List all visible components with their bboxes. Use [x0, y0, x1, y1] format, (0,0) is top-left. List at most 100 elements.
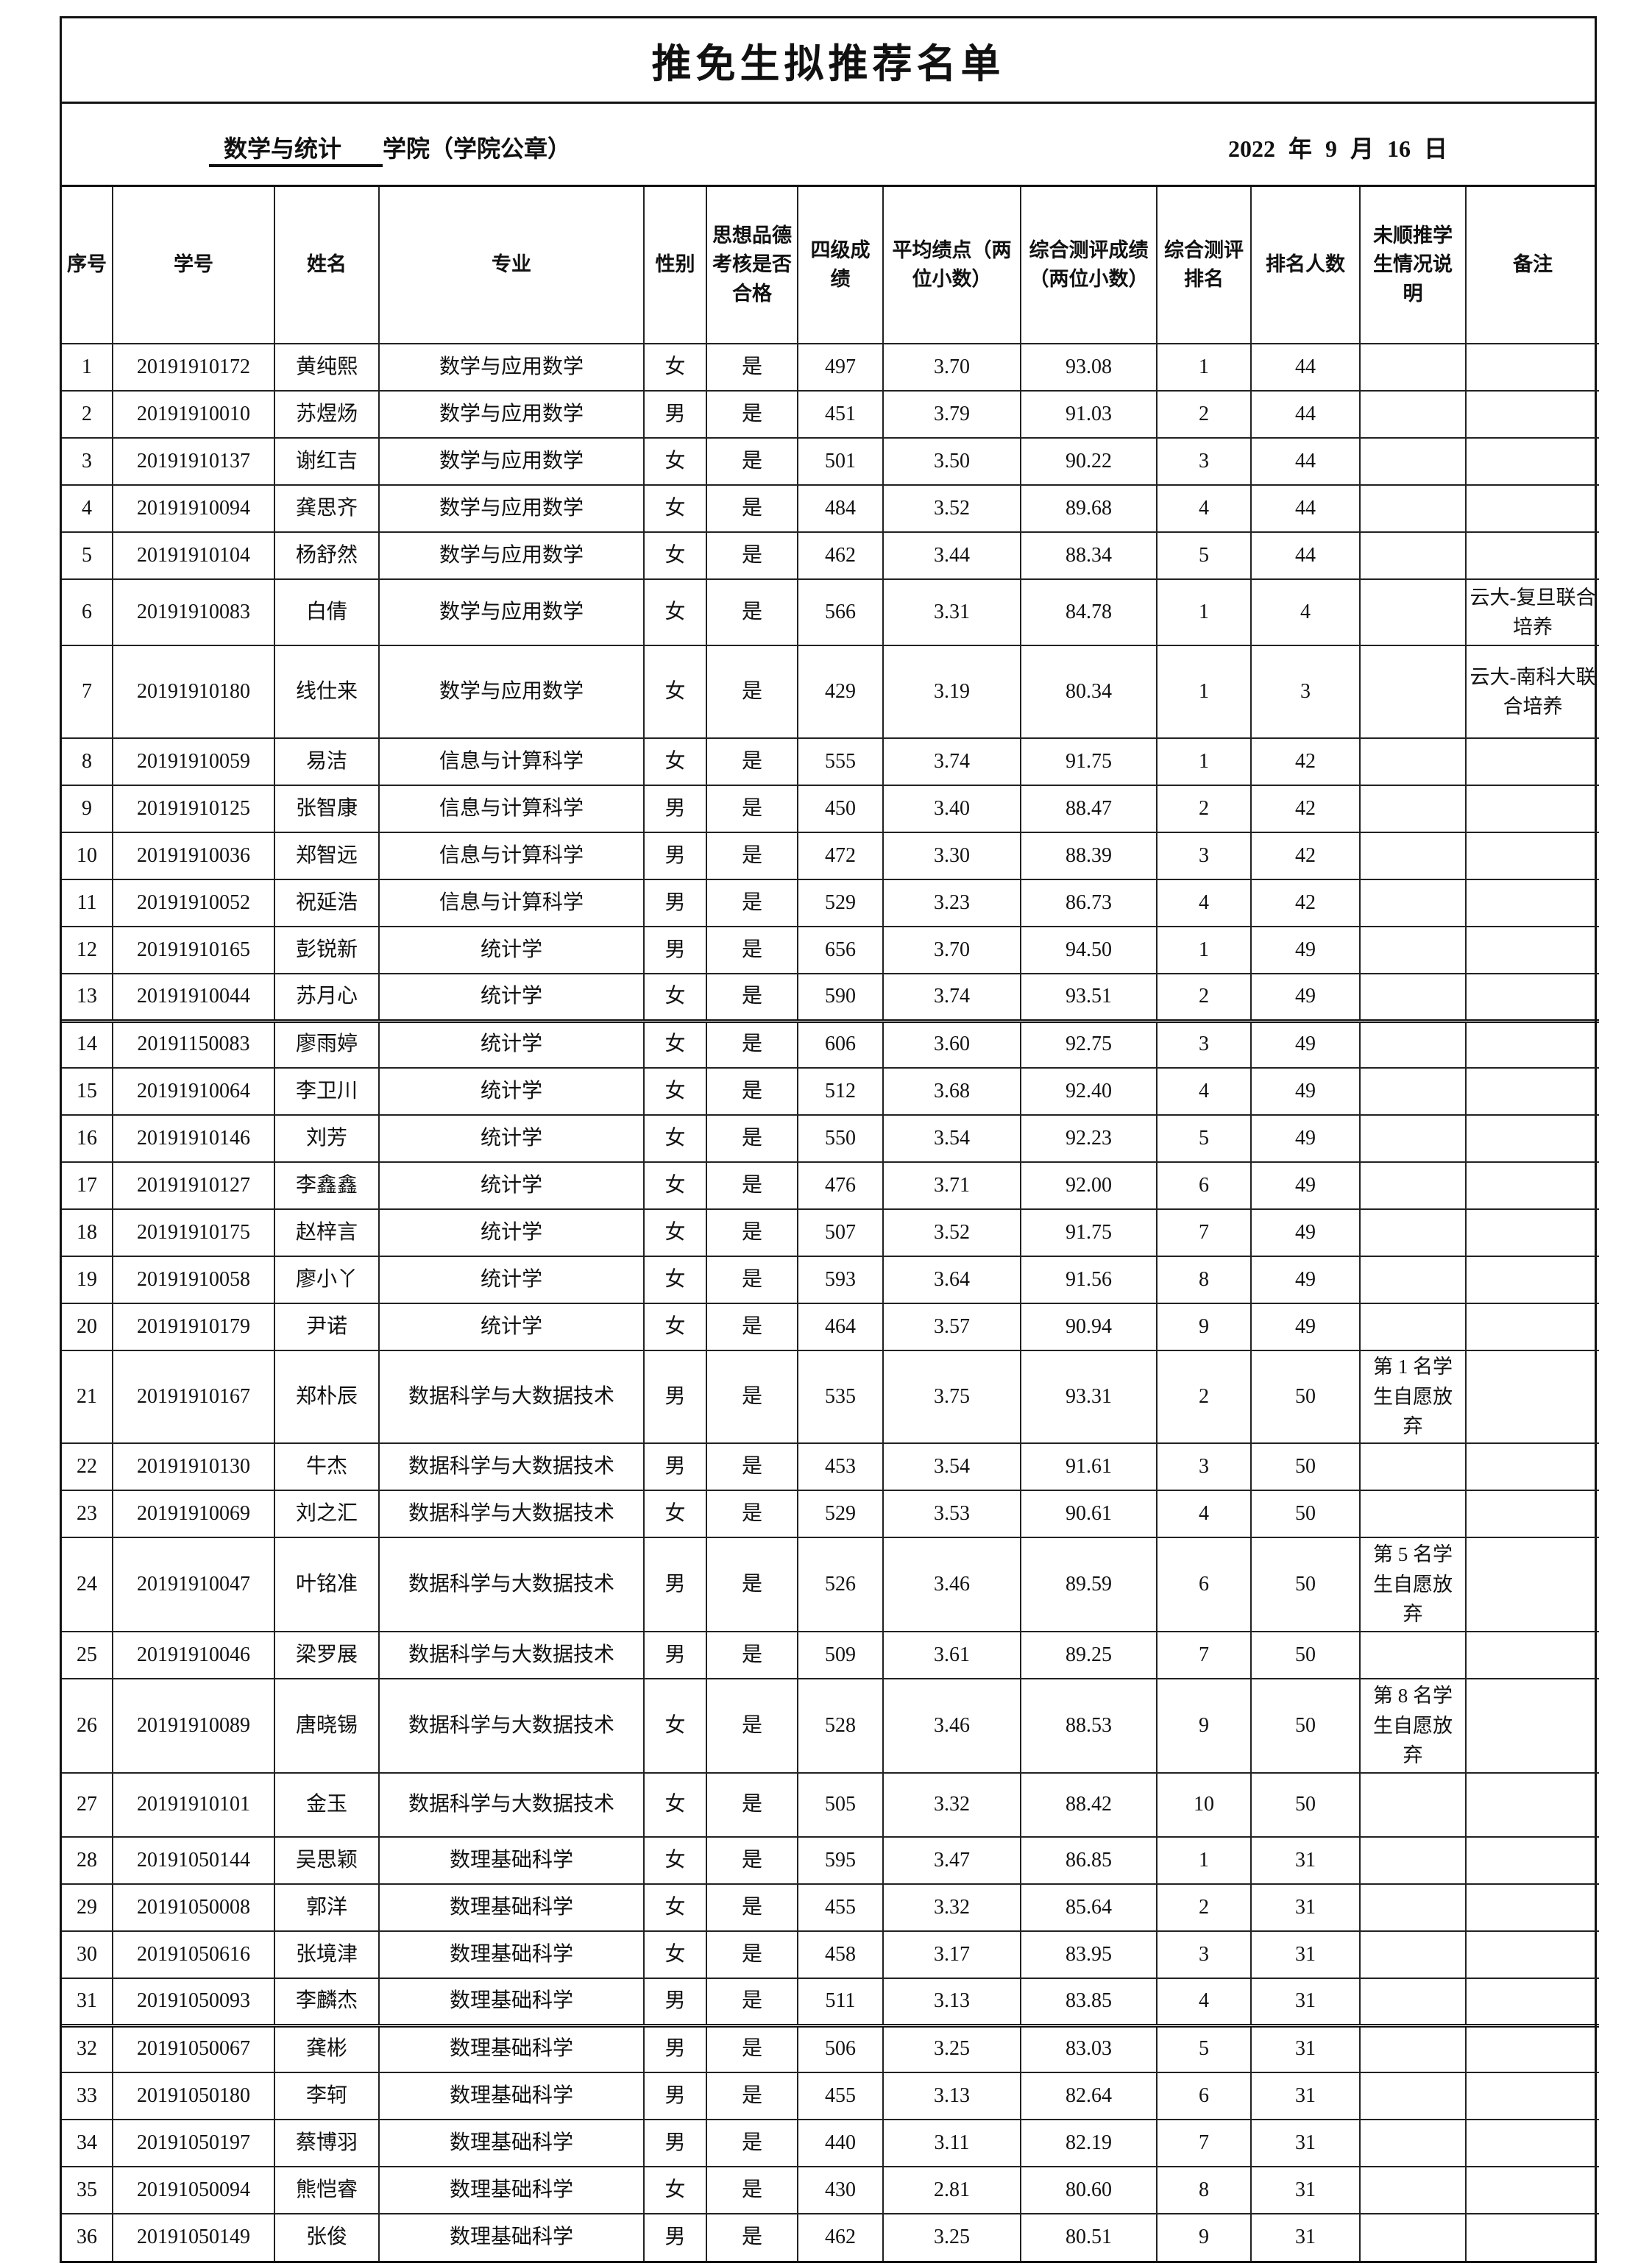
cell-composite-rank: 5 [1156, 531, 1252, 580]
table-row: 31 20191050093 李麟杰 数理基础科学男是 511 3.13 83.85 4 31 [62, 1978, 1599, 2028]
cell-rank-total: 49 [1250, 1161, 1361, 1210]
table-row: 8 20191910059 易洁 信息与计算科学女是 555 3.74 91.75 1 42 [62, 737, 1599, 786]
cell-not-promoted-note [1359, 578, 1467, 646]
cell-name: 刘之汇 [274, 1490, 380, 1538]
table-row: 6 20191910083 白倩 数学与应用数学女是 566 3.31 84.78 1 4 云大-… [62, 578, 1599, 646]
cell-student-id: 20191910046 [112, 1631, 275, 1679]
cell-cet4-score: 535 [797, 1350, 884, 1444]
cell-composite-score: 93.08 [1020, 343, 1158, 392]
date-month: 9 [1325, 135, 1337, 162]
cell-student-id: 20191910069 [112, 1490, 275, 1538]
cell-not-promoted-note [1359, 2119, 1467, 2167]
cell-rank-total: 49 [1250, 926, 1361, 974]
cell-seq: 1 [62, 343, 113, 392]
cell-name: 熊恺睿 [274, 2166, 380, 2214]
cell-cet4-score: 455 [797, 2072, 884, 2120]
cell-remarks [1465, 1883, 1599, 1932]
cell-moral-check: 是 [706, 1772, 798, 1838]
recommendation-list-sheet: 推免生拟推荐名单 数学与统计 学院（学院公章） 2022 年 9 月 16 日 序… [60, 16, 1599, 2263]
college-suffix: 学院（学院公章） [383, 135, 572, 162]
cell-moral-check: 是 [706, 926, 798, 974]
cell-composite-score: 89.59 [1020, 1537, 1158, 1632]
cell-student-id: 20191910180 [112, 645, 275, 739]
cell-cet4-score: 526 [797, 1537, 884, 1632]
cell-name: 龚思齐 [274, 484, 380, 533]
cell-rank-total: 50 [1250, 1442, 1361, 1491]
cell-not-promoted-note: 第 5 名学生自愿放弃 [1359, 1537, 1467, 1632]
cell-moral-check: 是 [706, 1256, 798, 1304]
cell-not-promoted-note: 第 8 名学生自愿放弃 [1359, 1678, 1467, 1774]
table-header-row: 序号 学号 姓名 专业 性别 思想品德考核是否合格 四级成绩 平均绩点（两位小数） 综合测评成绩… [62, 187, 1599, 344]
cell-not-promoted-note [1359, 879, 1467, 927]
cell-not-promoted-note [1359, 1256, 1467, 1304]
cell-composite-rank: 4 [1156, 1490, 1252, 1538]
cell-composite-score: 92.75 [1020, 1020, 1158, 1069]
cell-rank-total: 31 [1250, 1930, 1361, 1979]
cell-moral-check: 是 [706, 2213, 798, 2261]
cell-remarks [1465, 2166, 1599, 2214]
cell-major: 数学与应用数学 [378, 343, 645, 392]
cell-seq: 20 [62, 1303, 113, 1351]
cell-composite-score: 80.60 [1020, 2166, 1158, 2214]
cell-student-id: 20191910047 [112, 1537, 275, 1632]
cell-cet4-score: 497 [797, 343, 884, 392]
cell-seq: 21 [62, 1350, 113, 1444]
cell-seq: 22 [62, 1442, 113, 1491]
cell-remarks [1465, 1836, 1599, 1885]
cell-rank-total: 49 [1250, 1256, 1361, 1304]
cell-seq: 16 [62, 1114, 113, 1163]
cell-moral-check: 是 [706, 1631, 798, 1679]
cell-not-promoted-note [1359, 1208, 1467, 1257]
cell-remarks: 云大-南科大联合培养 [1465, 645, 1599, 739]
cell-student-id: 20191910059 [112, 737, 275, 786]
cell-seq: 11 [62, 879, 113, 927]
cell-composite-rank: 4 [1156, 1978, 1252, 2028]
cell-moral-check: 是 [706, 1208, 798, 1257]
table-row: 30 20191050616 张境津 数理基础科学女是 458 3.17 83.95 3 31 [62, 1930, 1599, 1979]
cell-cet4-score: 430 [797, 2166, 884, 2214]
cell-student-id: 20191150083 [112, 1020, 275, 1069]
cell-composite-rank: 2 [1156, 1350, 1252, 1444]
cell-major: 统计学 [378, 1067, 645, 1116]
cell-gender: 女 [643, 1678, 707, 1774]
cell-seq: 4 [62, 484, 113, 533]
cell-moral-check: 是 [706, 2025, 798, 2073]
header-gender: 性别 [643, 187, 707, 344]
cell-cet4-score: 501 [797, 437, 884, 486]
cell-not-promoted-note [1359, 926, 1467, 974]
table-row: 7 20191910180 线仕来 数学与应用数学女是 429 3.19 80.34 1 3 云大… [62, 645, 1599, 739]
cell-composite-score: 84.78 [1020, 578, 1158, 646]
cell-rank-total: 31 [1250, 1978, 1361, 2028]
table-row: 17 20191910127 李鑫鑫 统计学女是 476 3.71 92.00 6 49 [62, 1161, 1599, 1210]
cell-student-id: 20191050144 [112, 1836, 275, 1885]
table-row: 15 20191910064 李卫川 统计学女是 512 3.68 92.40 4 49 [62, 1067, 1599, 1116]
cell-major: 数学与应用数学 [378, 437, 645, 486]
cell-not-promoted-note [1359, 2025, 1467, 2073]
cell-moral-check: 是 [706, 1161, 798, 1210]
cell-composite-rank: 10 [1156, 1772, 1252, 1838]
cell-composite-rank: 7 [1156, 2119, 1252, 2167]
cell-gpa: 3.70 [882, 926, 1021, 974]
cell-seq: 10 [62, 832, 113, 880]
cell-composite-score: 92.00 [1020, 1161, 1158, 1210]
cell-gender: 男 [643, 785, 707, 833]
table-row: 4 20191910094 龚思齐 数学与应用数学女是 484 3.52 89.68 4 44 [62, 484, 1599, 533]
cell-gender: 女 [643, 1067, 707, 1116]
cell-major: 数据科学与大数据技术 [378, 1490, 645, 1538]
cell-not-promoted-note [1359, 1836, 1467, 1885]
cell-not-promoted-note [1359, 645, 1467, 739]
cell-rank-total: 3 [1250, 645, 1361, 739]
cell-composite-rank: 1 [1156, 578, 1252, 646]
cell-student-id: 20191910058 [112, 1256, 275, 1304]
cell-student-id: 20191910036 [112, 832, 275, 880]
cell-composite-rank: 8 [1156, 1256, 1252, 1304]
table-row: 22 20191910130 牛杰 数据科学与大数据技术男是 453 3.54 91.61 3… [62, 1442, 1599, 1491]
cell-student-id: 20191910089 [112, 1678, 275, 1774]
cell-gender: 女 [643, 1930, 707, 1979]
cell-student-id: 20191910167 [112, 1350, 275, 1444]
cell-composite-rank: 3 [1156, 832, 1252, 880]
table-row: 2 20191910010 苏煜炀 数学与应用数学男是 451 3.79 91.03 2 44 [62, 390, 1599, 439]
cell-rank-total: 49 [1250, 1114, 1361, 1163]
cell-seq: 18 [62, 1208, 113, 1257]
cell-remarks [1465, 390, 1599, 439]
